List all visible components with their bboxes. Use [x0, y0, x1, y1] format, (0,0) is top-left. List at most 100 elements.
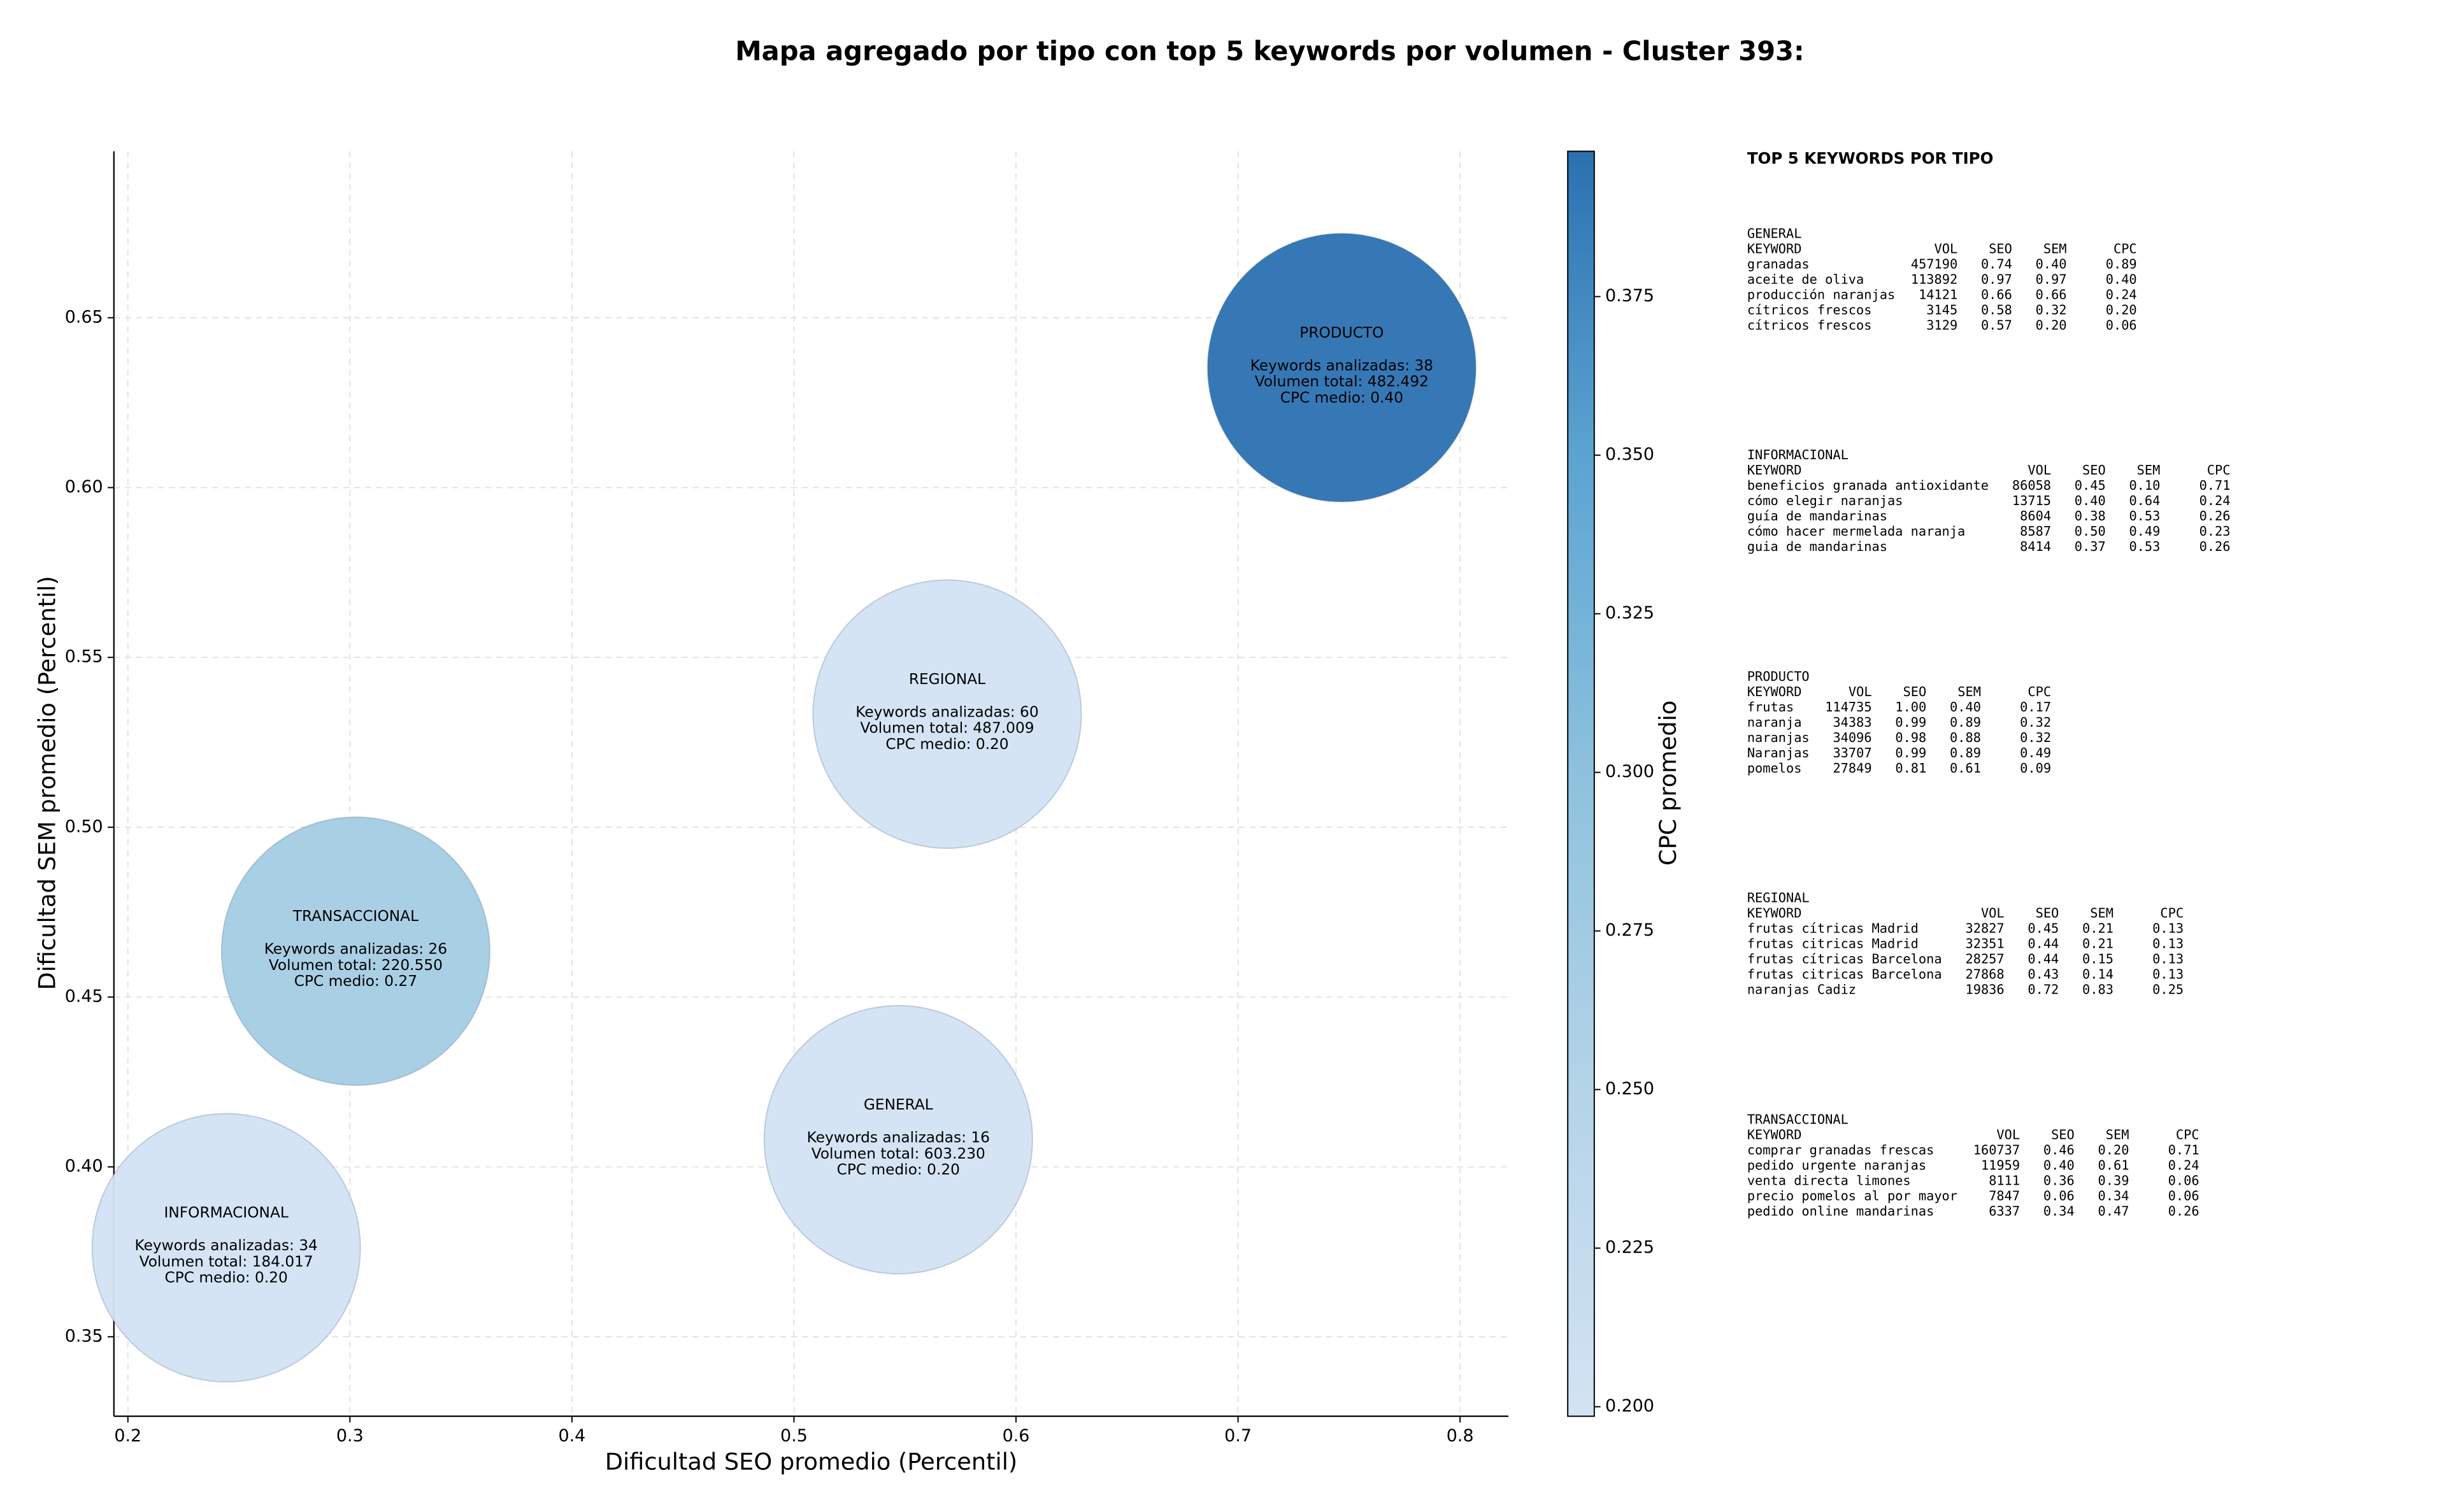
- table-cell: 160737: [1973, 1142, 2020, 1157]
- table-header: CPC: [2113, 241, 2137, 256]
- table-section-title: PRODUCTO: [1747, 669, 1810, 684]
- bubble-label: Volumen total: 184.017: [139, 1253, 313, 1270]
- table-header: CPC: [2207, 462, 2231, 478]
- table-cell: 0.37: [2075, 539, 2106, 554]
- table-cell: 14121: [1919, 287, 1957, 302]
- bubble-label: CPC medio: 0.40: [1280, 389, 1403, 406]
- bubble-name: REGIONAL: [909, 671, 985, 688]
- table-cell: 32351: [1965, 936, 2004, 952]
- table-cell: 34383: [1833, 715, 1871, 730]
- bubble-label: Keywords analizadas: 38: [1250, 357, 1433, 374]
- bubble: [763, 1004, 1033, 1275]
- colorbar-tick-label: 0.250: [1605, 1079, 1654, 1099]
- table-cell: 0.24: [2168, 1157, 2199, 1173]
- table-cell: 0.44: [2028, 952, 2059, 967]
- table-cell: 0.71: [2168, 1142, 2199, 1157]
- colorbar-tick-label: 0.225: [1605, 1237, 1654, 1257]
- bubble-label: CPC medio: 0.20: [837, 1161, 960, 1178]
- table-cell: 0.06: [2168, 1188, 2199, 1203]
- table-cell: 0.53: [2129, 539, 2160, 554]
- table-cell: 0.06: [2043, 1188, 2075, 1203]
- table-header: VOL: [1849, 684, 1872, 699]
- colorbar-tick-label: 0.325: [1605, 603, 1654, 623]
- y-tick-label: 0.65: [65, 307, 103, 327]
- table-header: SEM: [1957, 684, 1981, 699]
- table-header: VOL: [1996, 1127, 2020, 1142]
- table-cell: pedido online mandarinas: [1747, 1203, 1935, 1218]
- table-cell: 0.88: [1950, 730, 1981, 745]
- x-tick-label: 0.7: [1224, 1426, 1252, 1446]
- table-section-title: REGIONAL: [1747, 890, 1810, 906]
- table-cell: 0.71: [2199, 478, 2231, 493]
- table-cell: pomelos: [1747, 760, 1802, 776]
- table-cell: 0.61: [2098, 1157, 2129, 1173]
- table-cell: pedido urgente naranjas: [1747, 1157, 1926, 1173]
- table-cell: 0.13: [2152, 952, 2184, 967]
- table-cell: 0.98: [1895, 730, 1926, 745]
- table-header: SEM: [2043, 241, 2067, 256]
- table-header: SEO: [2051, 1127, 2075, 1142]
- table-cell: 0.20: [2036, 317, 2067, 332]
- table-cell: 0.97: [2036, 271, 2067, 287]
- table-cell: 0.83: [2082, 982, 2113, 997]
- table-cell: naranjas Cadiz: [1747, 982, 1856, 997]
- table-cell: Naranjas: [1747, 745, 1810, 760]
- table-cell: 0.15: [2082, 952, 2113, 967]
- table-cell: 0.99: [1895, 745, 1926, 760]
- y-tick-label: 0.50: [65, 817, 103, 836]
- x-tick-label: 0.6: [1003, 1426, 1030, 1446]
- table-cell: 6337: [1989, 1203, 2020, 1218]
- bubble-name: TRANSACCIONAL: [292, 908, 418, 925]
- x-axis-label: Dificultad SEO promedio (Percentil): [605, 1448, 1018, 1476]
- table-cell: 0.24: [2199, 493, 2231, 508]
- y-tick-label: 0.55: [65, 647, 103, 667]
- bubble-label: Volumen total: 603.230: [812, 1145, 985, 1162]
- table-cell: 0.21: [2082, 936, 2113, 952]
- table-cell: 34096: [1833, 730, 1871, 745]
- colorbar-tick-label: 0.350: [1605, 445, 1654, 464]
- table-cell: 27849: [1833, 760, 1871, 776]
- table-cell: precio pomelos al por mayor: [1747, 1188, 1957, 1203]
- y-tick-label: 0.45: [65, 987, 103, 1006]
- table-cell: frutas cítricas Barcelona: [1747, 952, 1942, 967]
- table-cell: 0.39: [2098, 1173, 2129, 1188]
- table-cell: 0.13: [2152, 936, 2184, 952]
- table-header: KEYWORD: [1747, 241, 1802, 256]
- table-cell: 0.61: [1950, 760, 1981, 776]
- table-header: SEM: [2090, 906, 2113, 921]
- colorbar-label: CPC promedio: [1654, 701, 1682, 866]
- x-tick-label: 0.3: [336, 1426, 364, 1446]
- y-axis-label: Dificultad SEM promedio (Percentil): [33, 576, 61, 990]
- bubble-label: Volumen total: 487.009: [860, 720, 1034, 737]
- table-title: TOP 5 KEYWORDS POR TIPO: [1747, 149, 1994, 168]
- table-header: KEYWORD: [1747, 906, 1802, 921]
- table-cell: naranja: [1747, 715, 1802, 730]
- table-cell: 0.58: [1981, 302, 2012, 317]
- table-cell: 0.81: [1895, 760, 1926, 776]
- table-cell: 0.45: [2075, 478, 2106, 493]
- bubble-name: GENERAL: [864, 1096, 933, 1113]
- table-header: SEM: [2137, 462, 2161, 478]
- x-tick-label: 0.8: [1447, 1426, 1474, 1446]
- table-cell: 0.72: [2028, 982, 2059, 997]
- table-header: VOL: [1981, 906, 2005, 921]
- bubble: [91, 1113, 361, 1383]
- table-cell: 0.40: [2106, 271, 2137, 287]
- table-cell: 0.66: [2036, 287, 2067, 302]
- table-cell: 8111: [1989, 1173, 2020, 1188]
- table-cell: 8587: [2020, 524, 2051, 539]
- bubble: [220, 816, 490, 1087]
- table-header: CPC: [2176, 1127, 2199, 1142]
- table-section-title: GENERAL: [1747, 225, 1802, 241]
- table-cell: aceite de oliva: [1747, 271, 1864, 287]
- table-cell: 0.40: [1950, 699, 1981, 715]
- table-cell: 3145: [1926, 302, 1957, 317]
- table-cell: 0.66: [1981, 287, 2012, 302]
- x-tick-label: 0.4: [558, 1426, 585, 1446]
- bubble-name: INFORMACIONAL: [164, 1204, 289, 1222]
- table-cell: 0.97: [1981, 271, 2012, 287]
- table-section-title: TRANSACCIONAL: [1747, 1111, 1849, 1127]
- table-cell: comprar granadas frescas: [1747, 1142, 1935, 1157]
- table-cell: 0.34: [2043, 1203, 2075, 1218]
- table-cell: 8604: [2020, 508, 2051, 524]
